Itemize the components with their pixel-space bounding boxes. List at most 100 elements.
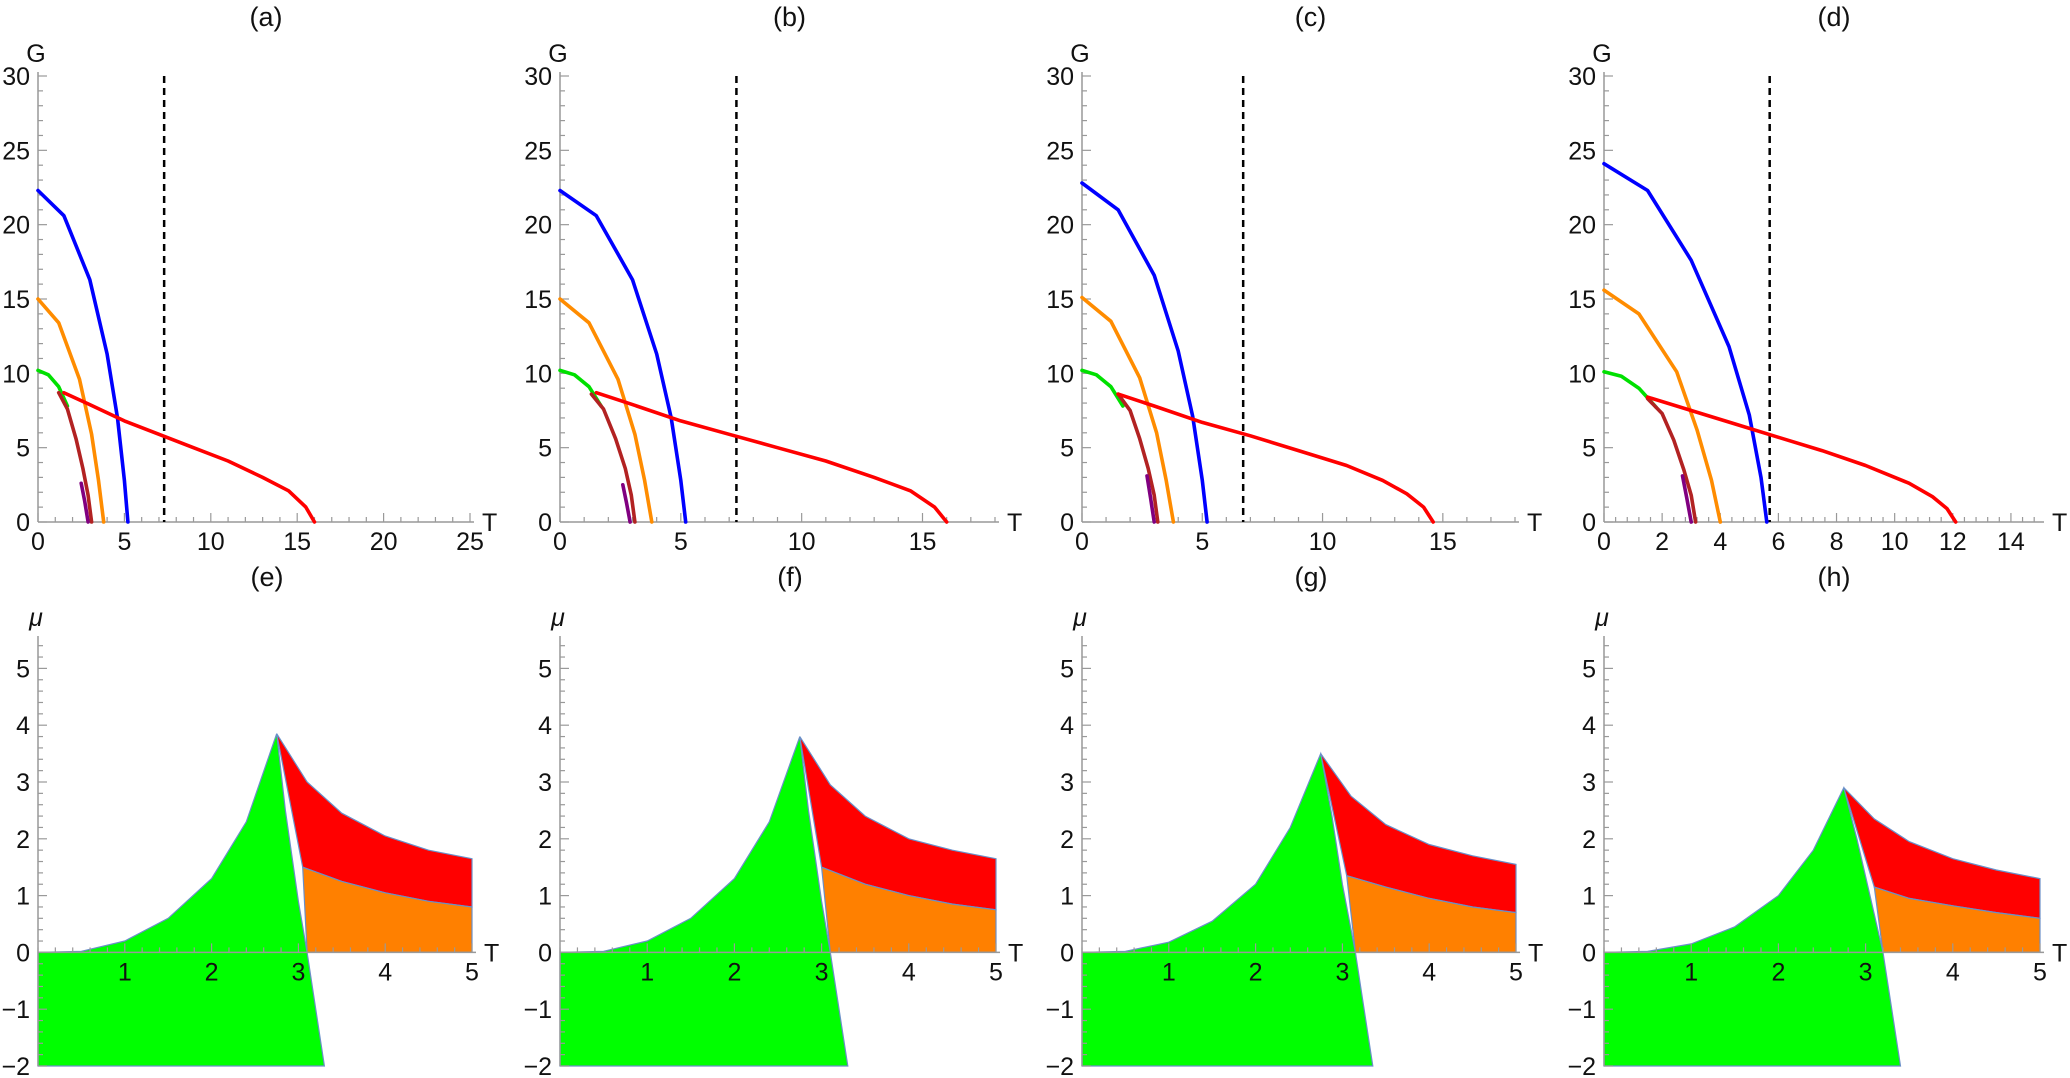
x-tick-label: 0 xyxy=(1075,528,1089,556)
y-tick-label: 2 xyxy=(538,826,552,854)
y-tick-label: 5 xyxy=(16,435,30,463)
y-tick-label: 15 xyxy=(1046,286,1074,314)
panel-label: (f) xyxy=(777,562,802,592)
region-1 xyxy=(1843,787,2041,919)
series-line-5 xyxy=(62,390,317,524)
x-axis-label: T xyxy=(2052,939,2067,967)
y-tick-label: −1 xyxy=(1567,996,1596,1024)
y-tick-label: 30 xyxy=(2,63,30,91)
series-line-2 xyxy=(1080,368,1125,408)
x-tick-label: 0 xyxy=(1597,528,1611,556)
y-tick-label: 25 xyxy=(1568,137,1596,165)
x-tick-label: 2 xyxy=(1771,958,1785,986)
x-tick-label: 10 xyxy=(197,528,225,556)
y-tick-label: 5 xyxy=(538,435,552,463)
y-tick-label: 5 xyxy=(1060,435,1074,463)
x-tick-label: 1 xyxy=(1162,958,1176,986)
x-tick-label: 15 xyxy=(909,528,937,556)
series-line-1 xyxy=(1602,288,1723,524)
y-tick-label: 3 xyxy=(1582,769,1596,797)
x-tick-label: 10 xyxy=(1881,528,1909,556)
x-tick-label: 3 xyxy=(291,958,305,986)
y-tick-label: 3 xyxy=(1060,769,1074,797)
x-axis-label: T xyxy=(484,939,499,967)
x-tick-label: 1 xyxy=(640,958,654,986)
x-tick-label: 25 xyxy=(456,528,484,556)
x-tick-label: 2 xyxy=(1655,528,1669,556)
y-tick-label: −2 xyxy=(1,1053,30,1078)
x-tick-label: 10 xyxy=(788,528,816,556)
x-tick-label: 2 xyxy=(1249,958,1263,986)
x-tick-label: 20 xyxy=(370,528,398,556)
x-tick-label: 4 xyxy=(378,958,392,986)
panel-a: 0 5 10 15 20 25 0 5 10 15 20 25 30 T G (a) xyxy=(2,2,497,556)
region-0 xyxy=(559,736,849,1067)
x-tick-label: 5 xyxy=(465,958,479,986)
x-tick-label: 1 xyxy=(118,958,132,986)
y-tick-label: 30 xyxy=(1046,63,1074,91)
y-tick-label: 10 xyxy=(524,360,552,388)
y-tick-label: 30 xyxy=(1568,63,1596,91)
x-tick-label: 0 xyxy=(31,528,45,556)
x-tick-label: 5 xyxy=(117,528,131,556)
y-tick-label: 10 xyxy=(2,360,30,388)
x-axis-label: T xyxy=(1528,939,1543,967)
y-tick-label: 0 xyxy=(538,509,552,537)
series-line-0 xyxy=(558,188,688,524)
x-tick-label: 0 xyxy=(553,528,567,556)
x-tick-label: 5 xyxy=(1509,958,1523,986)
panel-label: (b) xyxy=(773,2,806,32)
x-tick-label: 8 xyxy=(1830,528,1844,556)
series-line-3 xyxy=(56,390,94,524)
x-axis-label: T xyxy=(2052,509,2067,537)
y-tick-label: 0 xyxy=(16,509,30,537)
y-tick-label: 20 xyxy=(1046,212,1074,240)
y-tick-label: 5 xyxy=(538,655,552,683)
y-tick-label: 25 xyxy=(1046,137,1074,165)
y-tick-label: 1 xyxy=(1060,883,1074,911)
x-axis-label: T xyxy=(1008,939,1023,967)
y-tick-label: 4 xyxy=(16,712,30,740)
y-tick-label: 3 xyxy=(538,769,552,797)
y-axis-label: G xyxy=(1070,40,1089,68)
x-tick-label: 5 xyxy=(989,958,1003,986)
y-tick-label: 5 xyxy=(1060,655,1074,683)
y-tick-label: 2 xyxy=(16,826,30,854)
series-line-3 xyxy=(1116,392,1160,524)
y-tick-label: −1 xyxy=(1045,996,1074,1024)
series-line-4 xyxy=(621,483,632,524)
x-tick-label: 10 xyxy=(1309,528,1337,556)
panel-c: 0 5 10 15 0 5 10 15 20 25 30 T G (c) xyxy=(1046,2,1542,556)
y-tick-label: 5 xyxy=(1582,655,1596,683)
series-line-1 xyxy=(36,297,106,524)
y-tick-label: 2 xyxy=(1582,826,1596,854)
y-tick-label: 20 xyxy=(524,212,552,240)
x-tick-label: 14 xyxy=(1997,528,2025,556)
x-tick-label: 6 xyxy=(1771,528,1785,556)
x-tick-label: 15 xyxy=(283,528,311,556)
y-axis-label: G xyxy=(26,40,45,68)
y-tick-label: 0 xyxy=(1582,939,1596,967)
series-line-4 xyxy=(79,481,90,524)
x-tick-label: 5 xyxy=(2033,958,2047,986)
y-tick-label: 2 xyxy=(1060,826,1074,854)
series-line-3 xyxy=(589,392,637,524)
y-tick-label: 10 xyxy=(1046,360,1074,388)
x-tick-label: 2 xyxy=(205,958,219,986)
panel-b: 0 5 10 15 0 5 10 15 20 25 30 T G (b) xyxy=(524,2,1022,556)
y-axis-label: μ xyxy=(28,604,43,632)
panel-d: 0 2 4 6 8 10 12 14 0 5 10 15 20 25 30 T G (d) xyxy=(1568,2,2067,556)
y-tick-label: −1 xyxy=(1,996,30,1024)
x-tick-label: 3 xyxy=(1335,958,1349,986)
x-tick-label: 1 xyxy=(1684,958,1698,986)
y-tick-label: 1 xyxy=(16,883,30,911)
y-tick-label: −2 xyxy=(1045,1053,1074,1078)
x-tick-label: 4 xyxy=(902,958,916,986)
panel-label: (c) xyxy=(1295,2,1326,32)
panel-label: (a) xyxy=(250,2,283,32)
series-line-2 xyxy=(1602,370,1659,410)
panel-label: (h) xyxy=(1818,562,1851,592)
